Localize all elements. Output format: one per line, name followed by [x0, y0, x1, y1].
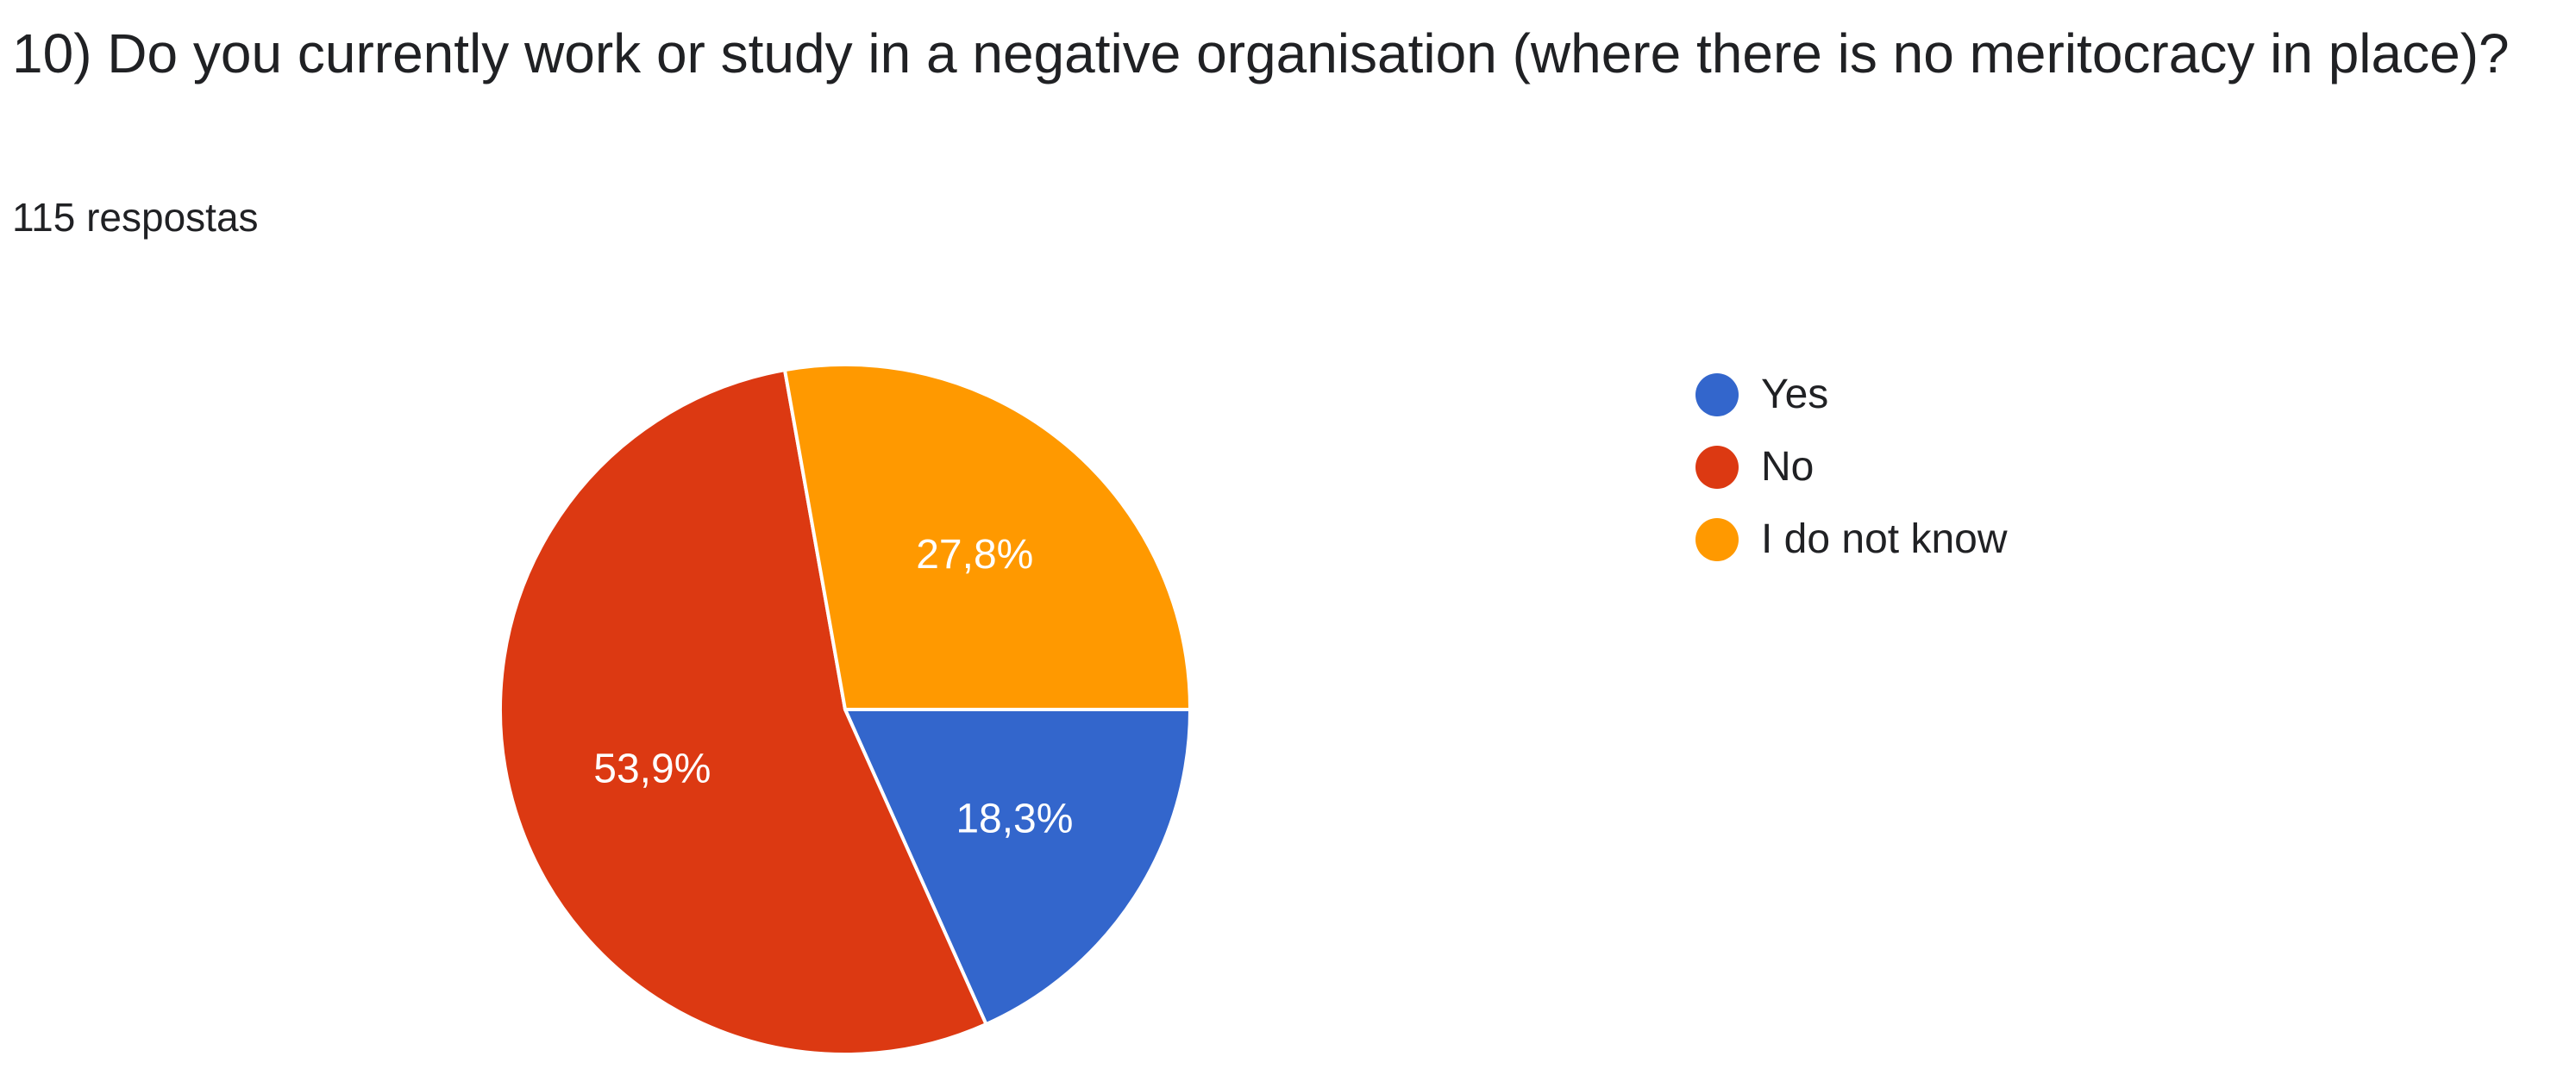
legend-item-no[interactable]: No: [1695, 431, 2008, 503]
response-count: 115 respostas: [12, 195, 259, 240]
pie-slice-no[interactable]: [498, 368, 988, 1056]
slice-label-yes: 18,3%: [956, 797, 1073, 842]
legend-label-yes: Yes: [1761, 372, 1829, 417]
chart-legend: Yes No I do not know: [1695, 359, 2008, 576]
legend-label-no: No: [1761, 444, 1814, 490]
legend-item-i-do-not-know[interactable]: I do not know: [1695, 503, 2008, 576]
slice-label-no: 53,9%: [593, 746, 711, 791]
pie-slice-i-do-not-know[interactable]: [782, 363, 1192, 711]
legend-swatch-i-do-not-know: [1695, 518, 1739, 561]
slice-label-i-do-not-know: 27,8%: [916, 532, 1033, 578]
legend-item-yes[interactable]: Yes: [1695, 359, 2008, 431]
legend-label-i-do-not-know: I do not know: [1761, 516, 2008, 562]
pie-slice-yes[interactable]: [843, 708, 1192, 1027]
legend-swatch-no: [1695, 446, 1739, 489]
question-title: 10) Do you currently work or study in a …: [12, 22, 2510, 84]
legend-swatch-yes: [1695, 373, 1739, 416]
